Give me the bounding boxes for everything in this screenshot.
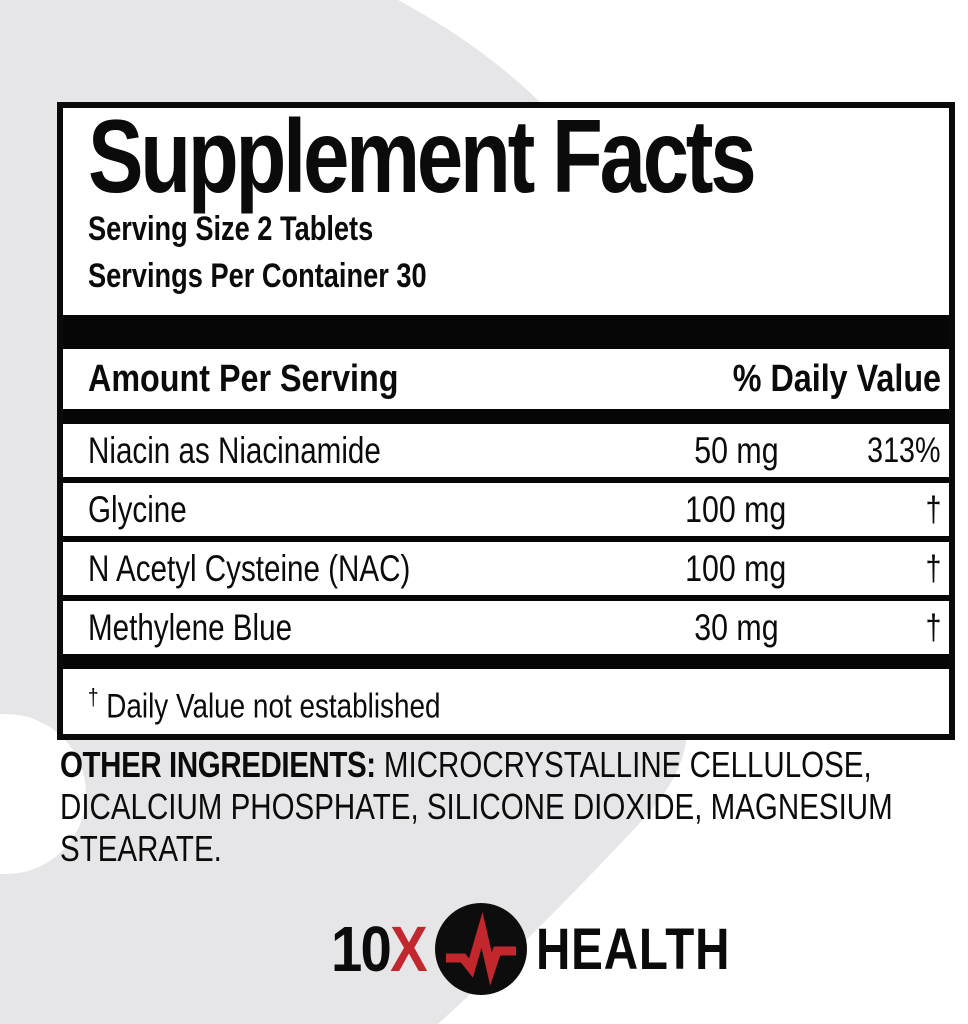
nutrient-name: Glycine	[88, 488, 187, 530]
nutrient-amount: 100 mg	[685, 488, 787, 530]
logo-10x-text: 10X	[330, 913, 428, 985]
thick-rule-top	[63, 315, 949, 349]
nutrient-amount: 100 mg	[685, 547, 787, 589]
medium-rule	[63, 409, 949, 424]
row-divider	[63, 477, 949, 483]
table-row: Glycine 100 mg †	[63, 483, 949, 536]
daily-value-footnote: † Daily Value not established	[88, 684, 441, 726]
amount-per-serving-header: Amount Per Serving	[88, 357, 399, 400]
nutrient-daily-value: 313%	[867, 430, 941, 470]
panel-title: Supplement Facts	[88, 99, 757, 215]
other-ingredients-text: MICROCRYSTALLINE CELLULOSE, DICALCIUM PH…	[60, 744, 893, 869]
nutrient-name: N Acetyl Cysteine (NAC)	[88, 547, 411, 589]
logo-x-red: X	[390, 913, 428, 985]
row-divider	[63, 595, 949, 601]
nutrient-daily-value: †	[925, 548, 941, 588]
pulse-icon	[434, 903, 527, 995]
table-header-row: Amount Per Serving % Daily Value	[63, 349, 949, 409]
daily-value-header: % Daily Value	[732, 357, 941, 400]
other-ingredients-label: OTHER INGREDIENTS:	[60, 744, 376, 785]
dagger-symbol: †	[88, 684, 99, 710]
nutrient-name: Methylene Blue	[88, 606, 293, 648]
brand-logo: 10X HEALTH	[318, 901, 773, 997]
table-row: Niacin as Niacinamide 50 mg 313%	[63, 424, 949, 477]
servings-per-container: Servings Per Container 30	[88, 257, 427, 295]
logo-health-text: HEALTH	[535, 916, 731, 982]
serving-size: Serving Size 2 Tablets	[88, 210, 374, 248]
other-ingredients-section: OTHER INGREDIENTS: MICROCRYSTALLINE CELL…	[60, 744, 965, 870]
thick-rule-bottom	[63, 654, 949, 669]
nutrient-daily-value: †	[925, 607, 941, 647]
nutrient-daily-value: †	[925, 489, 941, 529]
nutrient-amount: 30 mg	[693, 606, 779, 648]
nutrient-amount: 50 mg	[693, 429, 779, 471]
supplement-facts-panel: Supplement Facts Serving Size 2 Tablets …	[57, 102, 955, 740]
table-row: N Acetyl Cysteine (NAC) 100 mg †	[63, 542, 949, 595]
nutrient-name: Niacin as Niacinamide	[88, 429, 381, 471]
table-row: Methylene Blue 30 mg †	[63, 601, 949, 654]
row-divider	[63, 536, 949, 542]
